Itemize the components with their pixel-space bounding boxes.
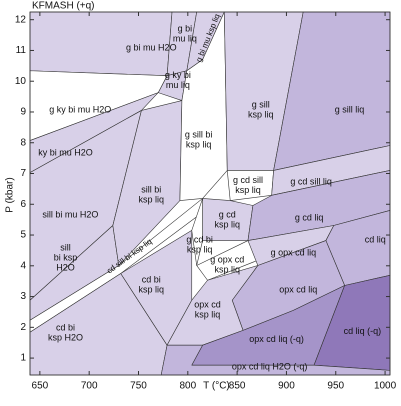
field-label-line: g cd sill liq bbox=[290, 177, 332, 187]
y-tick-label: 11 bbox=[16, 45, 27, 56]
y-tick-label: 1 bbox=[20, 353, 26, 364]
field-label-line: cd liq (-q) bbox=[344, 327, 382, 337]
x-tick-label: 650 bbox=[32, 381, 49, 392]
field-label: g sill ksp liq bbox=[248, 100, 274, 120]
field-label: g cd sill liq bbox=[290, 177, 332, 187]
x-tick-label: 750 bbox=[130, 381, 147, 392]
field-label-line: g ky bi mu H2O bbox=[49, 105, 111, 115]
field-label-line: mu liq bbox=[173, 34, 197, 44]
x-tick-label: 950 bbox=[327, 381, 344, 392]
field-label: g ky bi mu liq bbox=[165, 71, 191, 91]
field-label: g cd sill ksp liq bbox=[233, 175, 263, 195]
field-label-line: g cd liq bbox=[295, 213, 324, 223]
field-label: sill bi ksp H2O bbox=[54, 243, 78, 273]
y-tick-label: 2 bbox=[20, 322, 26, 333]
field-label-line: g ky bi bbox=[165, 71, 191, 81]
field-label-line: ksp H2O bbox=[48, 333, 83, 343]
field-label: opx cd liq H2O (-q) bbox=[232, 362, 308, 372]
field-label: cd liq bbox=[365, 235, 386, 245]
field-label-line: g opx cd bbox=[210, 255, 244, 265]
field-label-line: sill bbox=[60, 243, 71, 253]
field-label: g cd ksp liq bbox=[215, 210, 241, 230]
field-label: cd bi ksp H2O bbox=[48, 323, 83, 343]
field-label: g bi mu liq bbox=[173, 24, 197, 44]
phase-field bbox=[112, 100, 183, 266]
y-axis-label: P (kbar) bbox=[5, 177, 16, 212]
field-label-line: ksp liq bbox=[139, 195, 165, 205]
y-tick-label: 10 bbox=[15, 76, 27, 87]
field-label: opx cd liq (-q) bbox=[249, 335, 304, 345]
field-label-line: ksp liq bbox=[248, 110, 274, 120]
field-label-line: g cd bi bbox=[186, 235, 213, 245]
phase-field bbox=[191, 198, 203, 266]
x-tick-label: 1000 bbox=[374, 381, 397, 392]
y-tick-label: 3 bbox=[20, 291, 26, 302]
y-tick-label: 7 bbox=[20, 168, 26, 179]
field-label-line: ksp liq bbox=[235, 185, 261, 195]
field-label-line: opx cd bbox=[194, 300, 221, 310]
field-label: g ky bi mu H2O bbox=[49, 105, 111, 115]
x-tick-label: 900 bbox=[278, 381, 295, 392]
field-label: ky bi mu H2O bbox=[38, 148, 93, 158]
x-tick-label: 850 bbox=[229, 381, 246, 392]
field-label-line: ky bi mu H2O bbox=[38, 148, 93, 158]
field-label-line: g cd sill bbox=[233, 175, 263, 185]
x-axis-label: T (°C) bbox=[203, 381, 230, 392]
y-tick-label: 5 bbox=[20, 230, 26, 241]
field-label-line: opx cd liq H2O (-q) bbox=[232, 362, 308, 372]
y-tick-label: 12 bbox=[15, 14, 27, 25]
field-label-line: ksp liq bbox=[195, 310, 221, 320]
field-label: cd bi ksp liq bbox=[139, 275, 165, 295]
y-tick-label: 9 bbox=[20, 107, 26, 118]
field-label-line: ksp liq bbox=[186, 140, 212, 150]
field-label-line: opx cd liq bbox=[279, 285, 317, 295]
x-tick-label: 700 bbox=[81, 381, 98, 392]
field-label-line: ksp liq bbox=[187, 245, 213, 255]
field-label-line: cd bi bbox=[56, 323, 75, 333]
field-label-line: cd bi bbox=[142, 275, 161, 285]
field-label: g opx cd ksp liq bbox=[210, 255, 244, 275]
field-label: g sill bi ksp liq bbox=[185, 130, 213, 150]
field-label-line: g opx cd liq bbox=[271, 248, 317, 258]
field-label-line: sill bi bbox=[141, 185, 161, 195]
field-label: opx cd liq bbox=[279, 285, 317, 295]
field-label: g sill liq bbox=[335, 105, 365, 115]
field-label: g cd liq bbox=[295, 213, 324, 223]
y-tick-label: 4 bbox=[20, 260, 26, 271]
field-label-line: g sill liq bbox=[335, 105, 365, 115]
field-label-line: g bi mu H2O bbox=[126, 43, 177, 53]
field-label-line: mu liq bbox=[166, 81, 190, 91]
field-label-line: g sill bi bbox=[185, 130, 213, 140]
y-tick-label: 8 bbox=[20, 137, 26, 148]
field-label: opx cd ksp liq bbox=[194, 300, 221, 320]
field-label: g opx cd liq bbox=[271, 248, 317, 258]
field-label: sill bi mu H2O bbox=[42, 210, 98, 220]
field-label-line: g bi bbox=[178, 24, 193, 34]
field-label-line: H2O bbox=[56, 263, 75, 273]
field-label-line: g sill bbox=[252, 100, 270, 110]
field-label: cd liq (-q) bbox=[344, 327, 382, 337]
field-label: g bi mu H2O bbox=[126, 43, 177, 53]
y-tick-label: 6 bbox=[20, 199, 26, 210]
plot-frame bbox=[29, 11, 391, 376]
field-label: sill bi ksp liq bbox=[139, 185, 165, 205]
field-label: g cd bi ksp liq bbox=[186, 235, 213, 255]
field-label-line: opx cd liq (-q) bbox=[249, 335, 304, 345]
field-label-line: ksp liq bbox=[215, 265, 241, 275]
field-label-line: g cd bbox=[219, 210, 236, 220]
field-label-line: sill bi mu H2O bbox=[42, 210, 98, 220]
chart-title: KFMASH (+q) bbox=[32, 1, 95, 12]
field-label-line: ksp liq bbox=[215, 220, 241, 230]
field-label-line: bi ksp bbox=[54, 253, 78, 263]
field-label-line: cd liq bbox=[365, 235, 386, 245]
field-label-line: ksp liq bbox=[139, 285, 165, 295]
x-tick-label: 800 bbox=[179, 381, 196, 392]
